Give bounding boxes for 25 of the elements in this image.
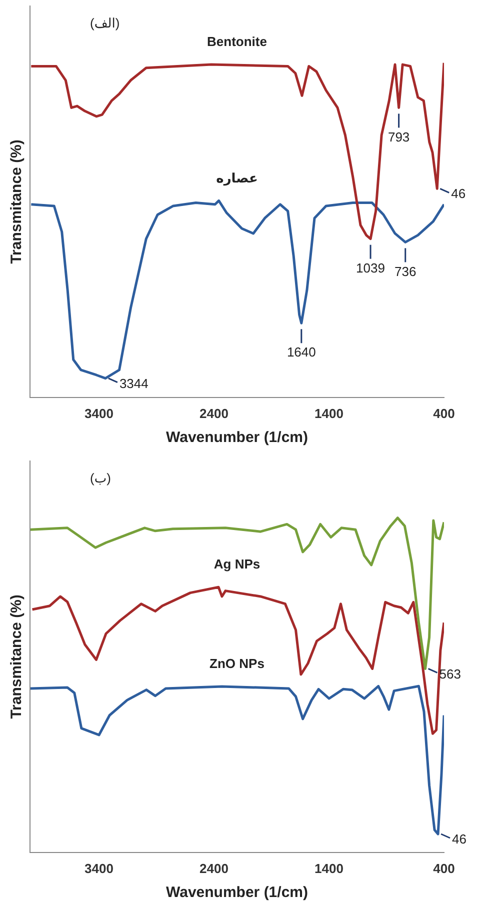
y-axis-title: Transmitance (%) [8,594,26,719]
text: (ب) [90,470,111,486]
annotation: 3344 [119,376,148,391]
x-tick-label: 3400 [84,406,114,421]
annotation: 736 [394,264,416,279]
x-tick-label: 2400 [200,860,228,876]
x-tick-label: 3400 [84,860,114,876]
series-label: ZnO NPs [210,656,264,672]
y-axis-title: Transmitance (%) [8,140,26,264]
series-label: Bentonite [207,34,267,50]
text: (الف) [90,16,120,31]
x-axis-title: Wavenumber (1/cm) [166,429,308,446]
series-label: عصاره [216,170,258,186]
x-tick-label: 2400 [200,406,228,421]
annotation: 1640 [286,344,316,360]
x-tick-label: 1400 [314,860,344,876]
x-axis-title: Wavenumber (1/cm) [166,884,308,902]
x-tick-label: 400 [433,406,455,421]
series-label: Ag NPs [214,556,260,572]
annotation: 46 [451,186,466,202]
x-tick-label: 400 [433,860,455,876]
annotation: 1039 [356,260,385,276]
x-tick-label: 1400 [314,406,344,421]
annotation: 793 [388,129,410,144]
annotation: 46 [452,832,466,847]
